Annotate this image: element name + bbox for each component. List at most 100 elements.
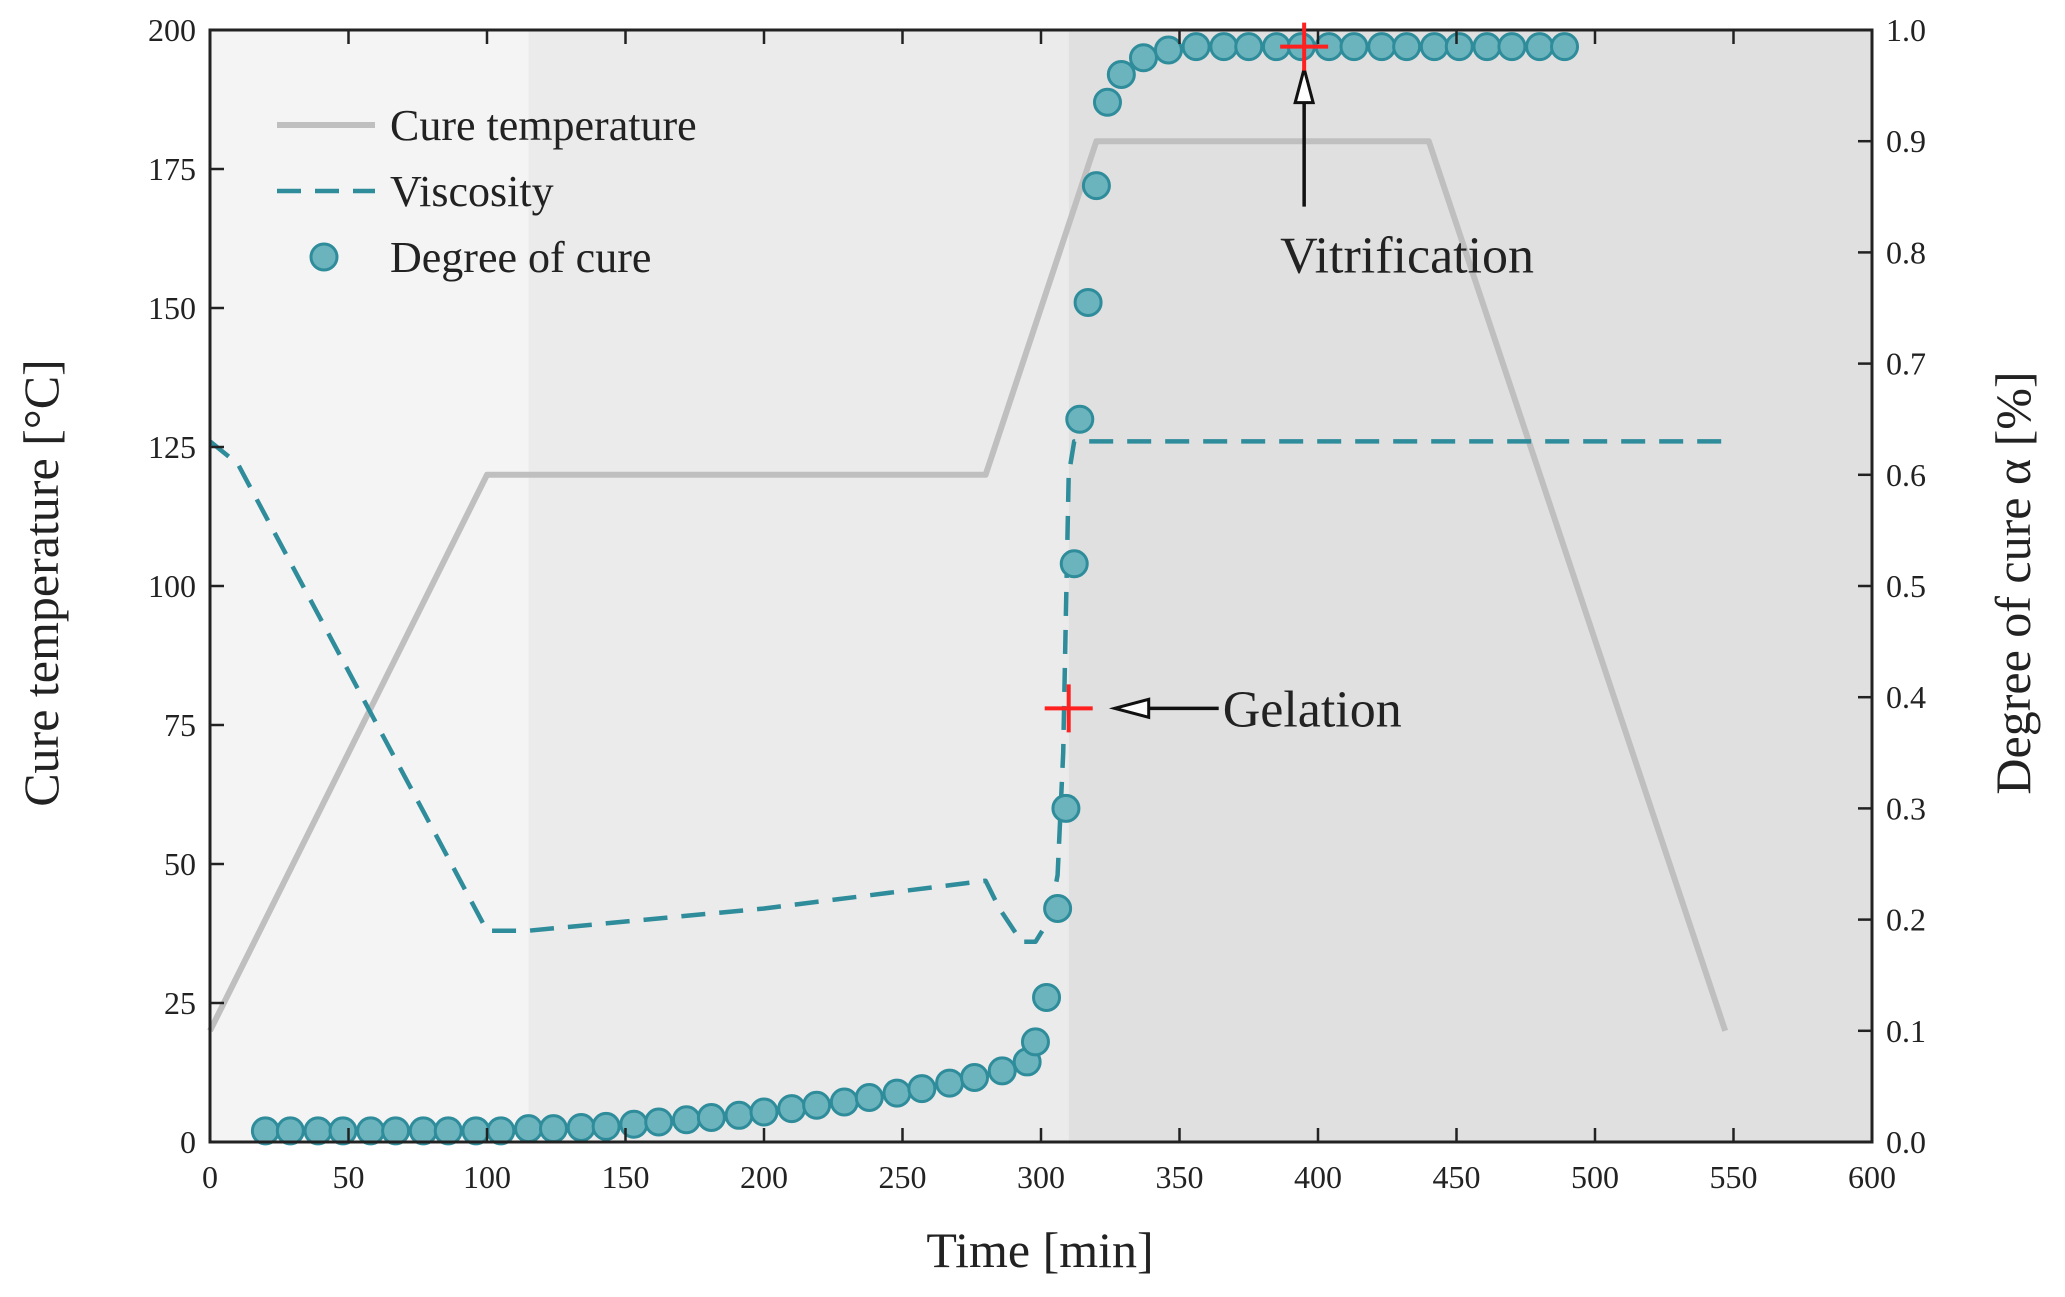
y-right-tick-label: 0.8 [1886, 234, 1926, 270]
degree-of-cure-point [696, 1103, 726, 1133]
degree-of-cure-point [1073, 287, 1103, 317]
y-left-tick-label: 25 [164, 985, 196, 1021]
legend: Cure temperature Viscosity Degree of cure [277, 101, 697, 282]
vitrification-arrow-head [1293, 62, 1316, 105]
y-right-tick-label: 1.0 [1886, 12, 1926, 48]
degree-of-cure-point [1106, 59, 1136, 89]
vitrification-marker [1280, 22, 1329, 71]
degree-of-cure-point [328, 1116, 358, 1146]
y-left-tick-label: 200 [148, 12, 196, 48]
degree-of-cure-point [1065, 404, 1095, 434]
x-tick-label: 400 [1294, 1159, 1342, 1195]
background-region-1 [210, 30, 529, 1142]
degree-of-cure-point [486, 1116, 516, 1146]
degree-of-cure-point [514, 1114, 544, 1144]
axis-titles: Time [min] Cure temperature [°C] Degree … [13, 359, 2041, 1278]
degree-of-cure-point [749, 1097, 779, 1127]
y-right-tick-label: 0.2 [1886, 902, 1926, 938]
legend-cure-temperature-label: Cure temperature [390, 101, 697, 150]
degree-of-cure-point [907, 1074, 937, 1104]
degree-of-cure-point [1525, 32, 1555, 62]
plot-background [210, 30, 1872, 1142]
degree-of-cure-point [356, 1116, 386, 1146]
x-tick-label: 550 [1710, 1159, 1758, 1195]
y-left-tick-label: 150 [148, 290, 196, 326]
degree-of-cure-point [1020, 1027, 1050, 1057]
degree-of-cure-point [829, 1087, 859, 1117]
x-tick-label: 350 [1156, 1159, 1204, 1195]
degree-of-cure-point [591, 1111, 621, 1141]
y-left-tick-label: 75 [164, 707, 196, 743]
degree-of-cure-point [303, 1116, 333, 1146]
degree-of-cure-point [381, 1116, 411, 1146]
degree-of-cure-point [538, 1114, 568, 1144]
y-right-axis-title: Degree of cure α [%] [1985, 371, 2041, 794]
degree-of-cure-point [644, 1107, 674, 1137]
y-left-axis-title: Cure temperature [°C] [13, 359, 69, 807]
degree-of-cure-point [960, 1063, 990, 1093]
degree-of-cure-point [1043, 893, 1073, 923]
x-tick-label: 200 [740, 1159, 788, 1195]
background-region-2 [528, 30, 1069, 1142]
legend-viscosity-label: Viscosity [390, 167, 554, 216]
degree-of-cure-point [882, 1078, 912, 1108]
degree-of-cure-point [408, 1116, 438, 1146]
x-tick-label: 300 [1017, 1159, 1065, 1195]
degree-of-cure-point [433, 1116, 463, 1146]
legend-degree-of-cure-marker [309, 242, 339, 272]
gelation-arrow-head [1108, 697, 1151, 720]
x-tick-label: 0 [202, 1159, 218, 1195]
degree-of-cure-point [1550, 32, 1580, 62]
x-tick-label: 100 [463, 1159, 511, 1195]
y-right-tick-label: 0.0 [1886, 1124, 1926, 1160]
degree-of-cure-point [1209, 32, 1239, 62]
degree-of-cure-point [461, 1116, 491, 1146]
y-left-tick-label: 125 [148, 429, 196, 465]
degree-of-cure-point [275, 1116, 305, 1146]
y-right-tick-label: 0.5 [1886, 568, 1926, 604]
x-axis-title: Time [min] [926, 1222, 1153, 1278]
degree-of-cure-point [1032, 982, 1062, 1012]
degree-of-cure-point [671, 1105, 701, 1135]
degree-of-cure-point [1181, 32, 1211, 62]
x-tick-label: 150 [602, 1159, 650, 1195]
y-left-tick-label: 0 [180, 1124, 196, 1160]
y-right-tick-label: 0.3 [1886, 790, 1926, 826]
series-layer [207, 32, 1729, 1146]
degree-of-cure-point [935, 1068, 965, 1098]
gelation-marker [1044, 684, 1093, 733]
background-region-3 [1068, 30, 1872, 1142]
degree-of-cure-point [1051, 793, 1081, 823]
y-left-tick-label: 50 [164, 846, 196, 882]
y-right-tick-label: 0.7 [1886, 346, 1926, 382]
y-right-tick-label: 0.9 [1886, 123, 1926, 159]
tick-layer: 0 50 100 150 200 250 300 350 400 450 500 550 600 0 25 5… [148, 12, 1926, 1195]
degree-of-cure-point [250, 1116, 280, 1146]
degree-of-cure-point [987, 1056, 1017, 1086]
annotation-layer: Gelation Vitrification [1044, 22, 1534, 738]
degree-of-cure-point [1367, 32, 1397, 62]
x-tick-label: 250 [879, 1159, 927, 1195]
degree-of-cure-point [854, 1083, 884, 1113]
degree-of-cure-point [1234, 32, 1264, 62]
gelation-label: Gelation [1223, 681, 1402, 738]
legend-degree-of-cure-label: Degree of cure [390, 233, 651, 282]
vitrification-label: Vitrification [1280, 228, 1534, 285]
y-right-tick-label: 0.4 [1886, 679, 1926, 715]
degree-of-cure-point [1392, 32, 1422, 62]
degree-of-cure-point [1128, 43, 1158, 73]
degree-of-cure-markers [250, 32, 1580, 1146]
degree-of-cure-point [1092, 87, 1122, 117]
x-tick-label: 500 [1571, 1159, 1619, 1195]
y-right-tick-label: 0.1 [1886, 1013, 1926, 1049]
x-tick-label: 600 [1848, 1159, 1896, 1195]
y-right-tick-label: 0.6 [1886, 457, 1926, 493]
degree-of-cure-point [1059, 549, 1089, 579]
degree-of-cure-point [777, 1094, 807, 1124]
y-left-tick-label: 100 [148, 568, 196, 604]
x-tick-label: 450 [1433, 1159, 1481, 1195]
x-tick-label: 50 [333, 1159, 365, 1195]
degree-of-cure-point [1339, 32, 1369, 62]
degree-of-cure-point [802, 1090, 832, 1120]
